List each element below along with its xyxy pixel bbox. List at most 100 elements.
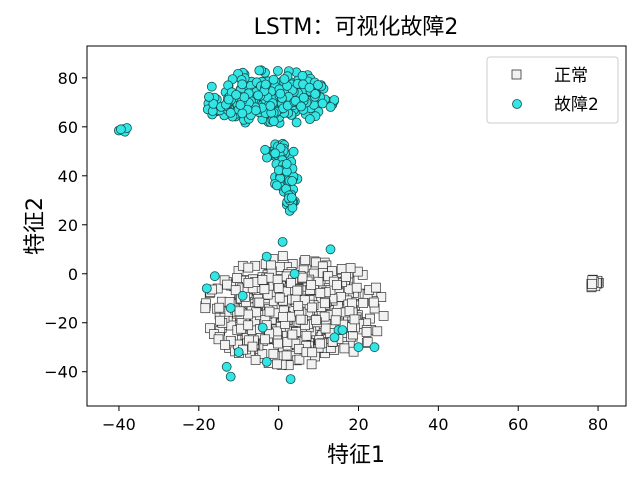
fault2-point [304,82,315,93]
normal-point [272,359,282,370]
normal-point [307,302,317,313]
normal-point [292,285,303,296]
fault2-point [272,66,283,76]
x-tick-label: 60 [508,415,528,434]
fault2-point [265,101,276,111]
fault2-point [237,108,248,119]
x-tick-label: 40 [428,415,448,434]
normal-point [307,347,318,358]
fault2-point [329,332,340,343]
fault2-point [271,180,282,191]
x-axis: −40 −20 0 20 40 60 80 [102,406,608,434]
normal-point [274,262,285,272]
normal-point [234,306,245,317]
normal-point [220,340,230,350]
y-tick-label: −20 [44,314,78,333]
normal-point [260,334,270,345]
normal-point [278,312,288,322]
fault2-point [325,244,336,255]
normal-point [330,315,341,326]
normal-point [311,315,321,325]
normal-point [257,275,268,285]
x-tick-label: −20 [182,415,216,434]
normal-point [254,297,265,308]
legend-marker-normal [511,69,522,80]
fault2-point [296,101,307,112]
fault2-point [253,90,264,101]
normal-point [281,350,292,361]
fault2-point [250,105,261,116]
fault2-point [273,165,284,176]
normal-point [368,297,379,308]
fault2-point [313,80,323,90]
fault2-point [225,108,236,118]
fault2-point [289,268,300,279]
fault2-point [261,251,272,262]
fault2-point [268,74,279,85]
fault2-point [260,144,271,155]
fault2-point [237,79,248,90]
fault2-point [369,342,380,353]
normal-point [323,271,334,282]
normal-point [295,314,306,325]
x-tick-label: 20 [348,415,368,434]
y-tick-label: 80 [58,69,78,88]
normal-point [294,354,305,365]
normal-point [301,330,312,341]
chart-title: LSTM：可视化故障2 [254,15,459,40]
normal-point [300,255,311,265]
legend-label-fault2: 故障2 [554,95,599,115]
normal-point [274,292,285,303]
normal-point [306,280,316,290]
y-tick-label: 20 [58,216,78,235]
fault2-point [221,361,232,372]
fault2-point [257,322,268,333]
fault2-point [204,92,214,102]
fault2-point [201,283,212,294]
normal-point [250,355,261,365]
fault2-point [260,79,271,90]
normal-point [587,279,597,289]
normal-point [200,303,211,314]
normal-point [266,260,276,271]
normal-point [372,326,383,337]
fault2-point [291,117,302,128]
normal-point [222,279,232,290]
normal-point [259,284,270,295]
normal-point [306,359,317,370]
fault2-point [268,116,279,127]
fault2-point [231,90,242,100]
fault2-point [225,371,236,382]
fault2-point [277,236,288,247]
normal-point [286,278,296,288]
fault2-point [270,148,281,159]
fault2-point [285,374,296,385]
y-tick-label: −40 [44,363,78,382]
normal-point [315,338,326,349]
fault2-point [233,347,244,358]
normal-point [332,280,342,290]
fault2-point [286,192,297,203]
normal-point [232,273,242,283]
plot-frame [86,45,627,407]
fault2-point [297,70,308,81]
y-tick-label: 60 [58,118,78,137]
x-axis-label: 特征1 [327,443,385,468]
normal-point [362,337,373,347]
fault2-point [254,65,265,76]
normal-point [277,251,288,261]
fault2-point [287,176,298,186]
y-axis: −40 −20 0 20 40 60 80 [44,69,87,382]
normal-point [214,302,225,313]
x-tick-label: 0 [274,415,284,434]
fault2-point [261,356,272,367]
fault2-point [225,303,236,313]
normal-point [297,272,308,283]
legend-label-normal: 正常 [554,66,588,86]
normal-point [243,278,254,288]
normal-point [268,348,279,359]
fault2-point [281,159,292,169]
normal-point [287,329,298,340]
fault2-point [275,88,286,99]
normal-point [293,301,304,311]
